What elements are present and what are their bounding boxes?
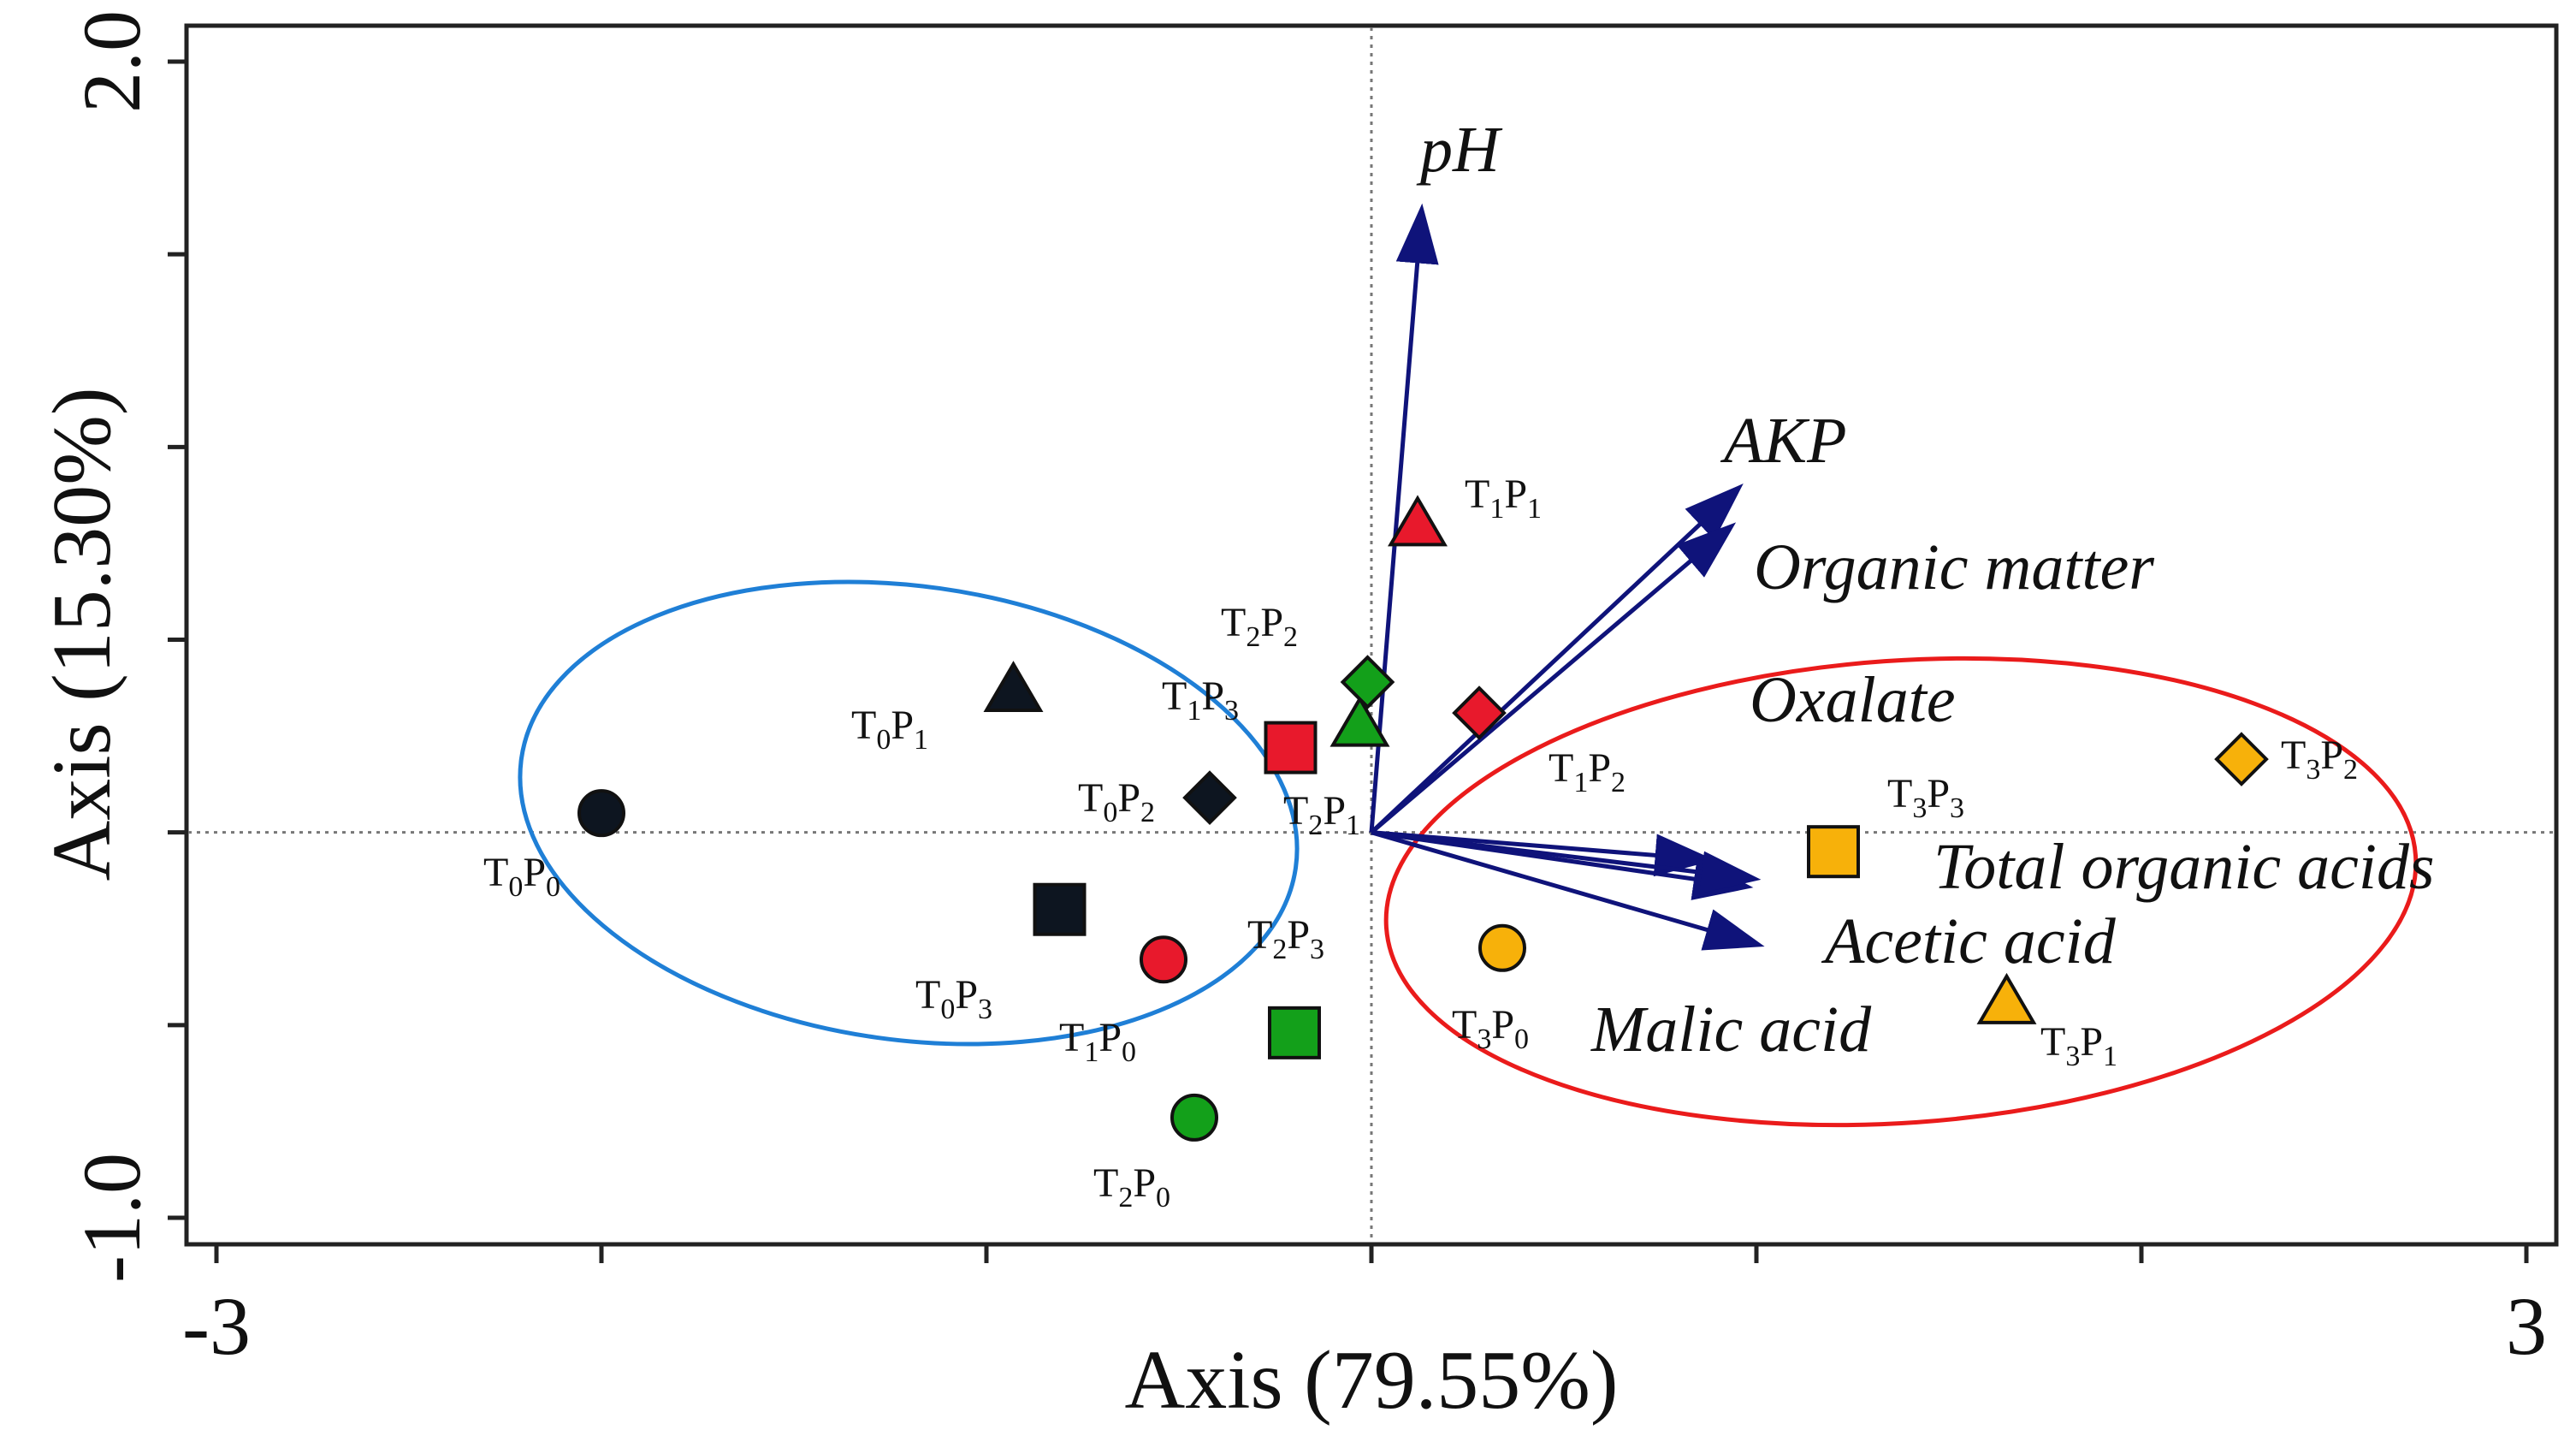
y-tick-label: 2.0 (66, 10, 157, 113)
sample-marker-t2p2 (1340, 655, 1395, 709)
sample-label-t1p3: T1P3 (1162, 674, 1239, 727)
sample-label-t0p0: T0P0 (483, 850, 560, 903)
sample-label-t3p0: T3P0 (1452, 1002, 1529, 1055)
sample-marker-t2p1 (1329, 695, 1390, 747)
vector-arrows (1369, 203, 1765, 951)
sample-marker-t1p1 (1388, 495, 1448, 547)
sample-marker-t1p2 (1452, 685, 1507, 740)
sample-marker-t3p3 (1807, 825, 1860, 879)
vector-label-organic-matter: Organic matter (1754, 531, 2154, 603)
sample-label-t2p2: T2P2 (1221, 600, 1298, 653)
x-tick-label: -3 (182, 1280, 251, 1372)
vector-label-akp: AKP (1720, 405, 1847, 477)
sample-label-t0p3: T0P3 (915, 972, 992, 1025)
vector-label-total-organic-acids: Total organic acids (1933, 831, 2435, 903)
sample-marker-t3p1 (1976, 972, 2037, 1024)
sample-marker-t0p0 (577, 789, 625, 838)
sample-label-t1p1: T1P1 (1465, 472, 1542, 525)
sample-markers (577, 495, 2269, 1142)
y-tick-label: -1.0 (66, 1153, 157, 1283)
vector-arrow-malic-acid (1371, 830, 1762, 894)
sample-label-t3p3: T3P3 (1887, 771, 1964, 824)
sample-label-t0p2: T0P2 (1078, 775, 1155, 828)
x-axis-label: Axis (79.55%) (1124, 1334, 1618, 1427)
sample-marker-t3p2 (2214, 732, 2269, 786)
sample-label-t2p0: T2P0 (1093, 1160, 1170, 1214)
vector-arrow-organic-matter (1370, 522, 1737, 834)
red-group-ellipse (1383, 656, 2419, 1128)
sample-marker-t2p0 (1170, 1093, 1218, 1142)
x-tick-label: 3 (2506, 1280, 2547, 1372)
vector-arrow-akp (1370, 484, 1744, 834)
sample-label-t3p2: T3P2 (2281, 733, 2358, 786)
sample-marker-t1p0 (1140, 935, 1187, 984)
vector-arrow-oxalate (1371, 830, 1715, 877)
y-axis-label: Axis (15.30%) (36, 387, 128, 881)
vector-arrow-ph (1369, 203, 1439, 833)
sample-label-t0p1: T0P1 (851, 703, 928, 756)
sample-label-t2p1: T2P1 (1283, 788, 1360, 841)
vector-arrow-acetic-acid (1371, 830, 1765, 951)
vector-label-oxalate: Oxalate (1750, 664, 1956, 736)
sample-marker-t1p3 (1264, 721, 1318, 774)
sample-marker-t0p3 (1033, 882, 1087, 936)
text-labels: pH AKP Organic matter Oxalate Total organic … (483, 114, 2435, 1214)
vector-label-ph: pH (1416, 114, 1503, 186)
axis-ticks: -3 3 2.0 -1.0 (66, 10, 2547, 1372)
sample-label-t3p1: T3P1 (2040, 1019, 2117, 1072)
sample-marker-t3p0 (1478, 923, 1526, 972)
vector-label-malic-acid: Malic acid (1590, 994, 1872, 1065)
sample-marker-t2p3 (1268, 1006, 1321, 1059)
sample-label-t1p2: T1P2 (1549, 745, 1626, 798)
sample-label-t1p0: T1P0 (1059, 1015, 1136, 1068)
vector-label-acetic-acid: Acetic acid (1821, 905, 2117, 977)
sample-marker-t0p2 (1182, 770, 1237, 825)
sample-marker-t0p1 (983, 661, 1044, 713)
sample-label-t2p3: T2P3 (1247, 912, 1324, 965)
blue-group-ellipse (518, 579, 1300, 1047)
